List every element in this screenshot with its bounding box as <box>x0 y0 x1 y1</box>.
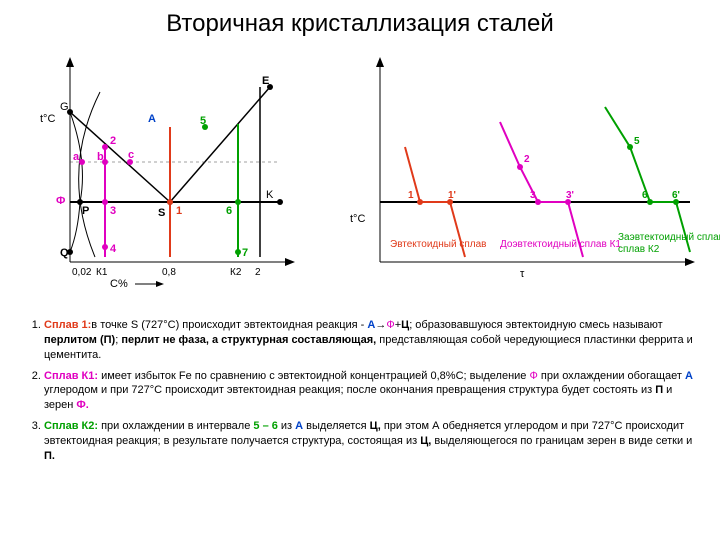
svg-text:К1: К1 <box>96 267 108 278</box>
svg-text:1: 1 <box>176 205 182 217</box>
svg-text:K: K <box>266 189 274 201</box>
description-item: Сплав К2: при охлаждении в интервале 5 –… <box>44 419 696 464</box>
svg-text:G: G <box>60 101 69 113</box>
svg-text:5: 5 <box>634 136 640 147</box>
svg-text:4: 4 <box>110 243 117 255</box>
svg-text:1: 1 <box>408 190 414 201</box>
svg-text:0,8: 0,8 <box>162 267 176 278</box>
right-diagram: t°С τ 1 1' Эвтектоидный сплав 2 3 3' Доэ… <box>350 57 720 280</box>
svg-text:2: 2 <box>524 154 530 165</box>
svg-text:2: 2 <box>110 135 116 147</box>
svg-text:a: a <box>73 151 80 163</box>
svg-text:A: A <box>148 113 156 125</box>
page-title: Вторичная кристаллизация сталей <box>0 0 720 42</box>
svg-text:t°С: t°С <box>40 113 55 125</box>
svg-text:S: S <box>158 207 165 219</box>
svg-text:E: E <box>262 75 269 87</box>
svg-text:2: 2 <box>255 267 261 278</box>
svg-text:3: 3 <box>110 205 116 217</box>
svg-text:Q: Q <box>60 247 69 259</box>
svg-text:1': 1' <box>448 190 456 201</box>
svg-text:5: 5 <box>200 115 206 127</box>
diagram-svg: t°С С% 0,02 0,8 К2 2 К1 <box>0 42 720 302</box>
svg-text:P: P <box>82 205 89 217</box>
svg-text:Ф: Ф <box>56 195 65 207</box>
description-item: Сплав 1:в точке S (727°С) происходит эвт… <box>44 318 696 363</box>
svg-text:τ: τ <box>520 268 525 280</box>
svg-text:3: 3 <box>530 190 536 201</box>
left-diagram: t°С С% 0,02 0,8 К2 2 К1 <box>40 57 295 290</box>
svg-text:0,02: 0,02 <box>72 267 92 278</box>
svg-text:Доэвтектоидный сплав К1: Доэвтектоидный сплав К1 <box>500 239 621 250</box>
description-item: Сплав К1: имеет избыток Fe по сравнению … <box>44 369 696 414</box>
svg-text:сплав К2: сплав К2 <box>618 244 660 255</box>
svg-text:6: 6 <box>642 190 648 201</box>
svg-text:К2: К2 <box>230 267 242 278</box>
svg-text:b: b <box>97 151 104 163</box>
svg-text:Заэвтектоидный сплав К2: Заэвтектоидный сплав К2 <box>618 232 720 243</box>
svg-text:7: 7 <box>242 247 248 259</box>
svg-text:c: c <box>128 149 134 161</box>
svg-text:3': 3' <box>566 190 574 201</box>
svg-text:6: 6 <box>226 205 232 217</box>
svg-text:6': 6' <box>672 190 680 201</box>
svg-text:Эвтектоидный сплав: Эвтектоидный сплав <box>390 239 486 250</box>
svg-text:С%: С% <box>110 278 128 290</box>
description-list: Сплав 1:в точке S (727°С) происходит эвт… <box>0 318 720 464</box>
svg-text:t°С: t°С <box>350 213 365 225</box>
